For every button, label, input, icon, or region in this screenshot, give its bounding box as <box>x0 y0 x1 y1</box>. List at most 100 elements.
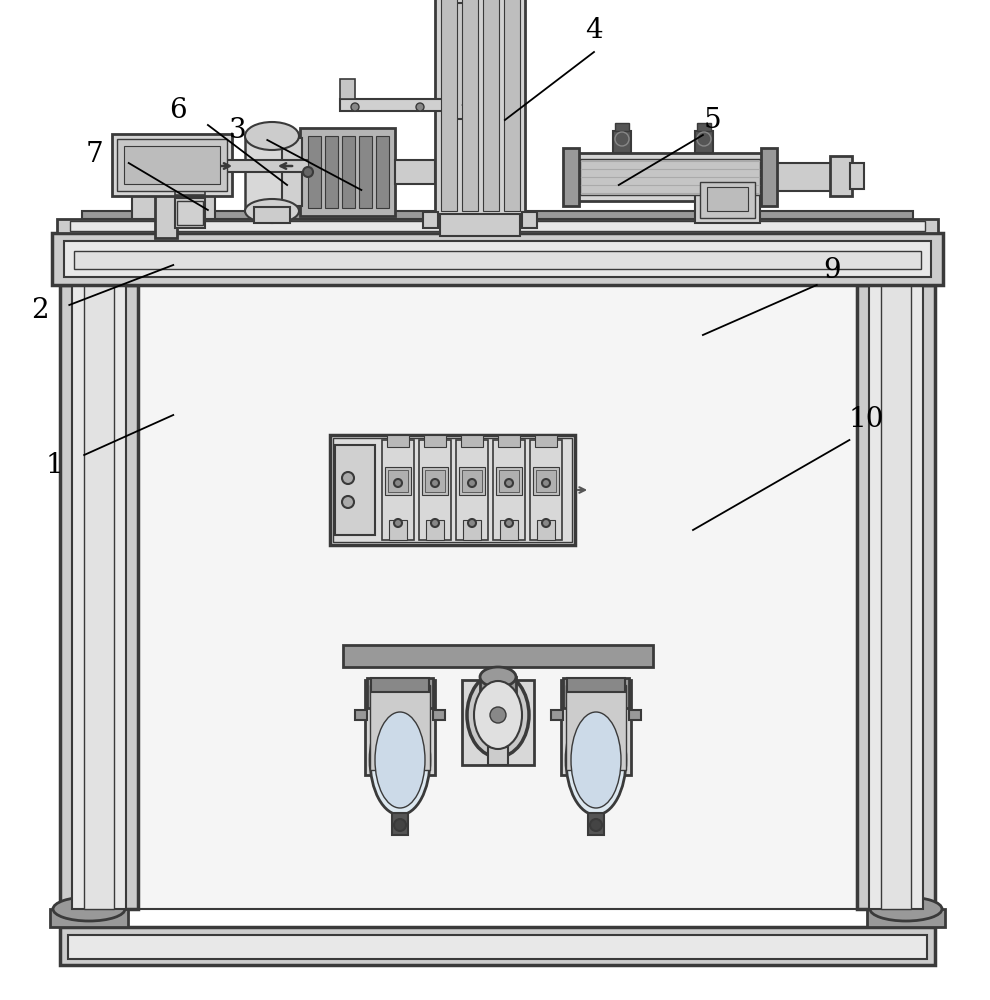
Bar <box>462 0 478 211</box>
Ellipse shape <box>566 705 626 815</box>
Bar <box>575 153 765 201</box>
Circle shape <box>542 479 550 487</box>
Bar <box>422 467 448 495</box>
Bar <box>697 123 711 131</box>
Circle shape <box>542 519 550 527</box>
Bar <box>535 435 557 447</box>
Ellipse shape <box>870 897 942 921</box>
Bar <box>282 138 302 206</box>
Bar <box>82 211 913 219</box>
Bar <box>881 285 911 909</box>
Bar <box>629 710 641 720</box>
Circle shape <box>303 167 313 177</box>
Bar <box>695 177 760 223</box>
Bar <box>359 136 372 208</box>
Bar <box>761 148 777 206</box>
Bar <box>325 136 338 208</box>
Bar <box>700 182 755 218</box>
Bar <box>155 188 177 238</box>
Bar <box>461 435 483 447</box>
Ellipse shape <box>490 707 506 723</box>
Bar <box>883 891 927 911</box>
Bar <box>563 678 629 708</box>
Bar <box>245 136 300 211</box>
Bar <box>459 467 485 495</box>
Bar <box>480 677 516 695</box>
Bar <box>441 0 457 211</box>
Bar <box>483 0 499 211</box>
Ellipse shape <box>245 122 299 150</box>
Bar <box>340 79 355 99</box>
Bar <box>615 123 629 131</box>
Bar <box>463 520 481 540</box>
Bar <box>300 128 395 216</box>
Bar <box>425 470 445 492</box>
Bar <box>187 196 215 219</box>
Bar <box>60 285 138 909</box>
Circle shape <box>416 103 424 111</box>
Bar <box>365 680 435 775</box>
Bar <box>70 221 925 231</box>
Bar <box>488 747 508 765</box>
Bar <box>440 214 520 236</box>
Ellipse shape <box>370 705 430 815</box>
Bar <box>850 163 864 189</box>
Text: 4: 4 <box>585 16 603 43</box>
Bar <box>155 173 177 191</box>
Bar <box>435 0 525 216</box>
Bar <box>50 909 128 927</box>
Bar <box>117 139 227 191</box>
Bar <box>308 136 321 208</box>
Bar <box>333 438 572 542</box>
Bar <box>522 212 537 228</box>
Bar <box>499 470 519 492</box>
Bar <box>175 187 205 195</box>
Bar <box>367 678 433 708</box>
Bar <box>395 160 435 184</box>
Bar <box>857 285 935 909</box>
Bar <box>566 685 626 770</box>
Ellipse shape <box>571 712 621 808</box>
Bar <box>335 445 375 535</box>
Bar <box>462 470 482 492</box>
Bar <box>563 148 579 206</box>
Bar <box>419 440 451 540</box>
Bar <box>777 163 832 191</box>
Circle shape <box>468 479 476 487</box>
Bar <box>177 201 203 225</box>
Circle shape <box>431 479 439 487</box>
Bar <box>433 710 445 720</box>
Bar <box>342 136 355 208</box>
Bar <box>389 520 407 540</box>
Bar <box>132 196 160 219</box>
Ellipse shape <box>375 712 425 808</box>
Circle shape <box>505 519 513 527</box>
Bar <box>64 241 931 277</box>
Bar <box>371 678 429 692</box>
Bar <box>138 285 857 909</box>
Bar <box>533 467 559 495</box>
Bar <box>355 710 367 720</box>
Bar <box>330 435 575 545</box>
Text: 10: 10 <box>848 406 884 433</box>
Bar <box>220 160 310 172</box>
Circle shape <box>394 479 402 487</box>
Bar <box>68 935 927 959</box>
Bar <box>340 99 460 111</box>
Bar <box>424 435 446 447</box>
Bar <box>52 233 943 285</box>
Text: 7: 7 <box>85 141 103 168</box>
Bar <box>504 0 520 211</box>
Bar <box>537 520 555 540</box>
Bar <box>57 219 938 233</box>
Text: 6: 6 <box>169 97 187 123</box>
Bar <box>254 207 290 223</box>
Bar <box>830 156 852 196</box>
Circle shape <box>431 519 439 527</box>
Ellipse shape <box>245 199 299 223</box>
Text: 2: 2 <box>31 296 49 324</box>
Bar <box>60 927 935 965</box>
Bar <box>74 251 921 269</box>
Bar <box>498 435 520 447</box>
Circle shape <box>342 496 354 508</box>
